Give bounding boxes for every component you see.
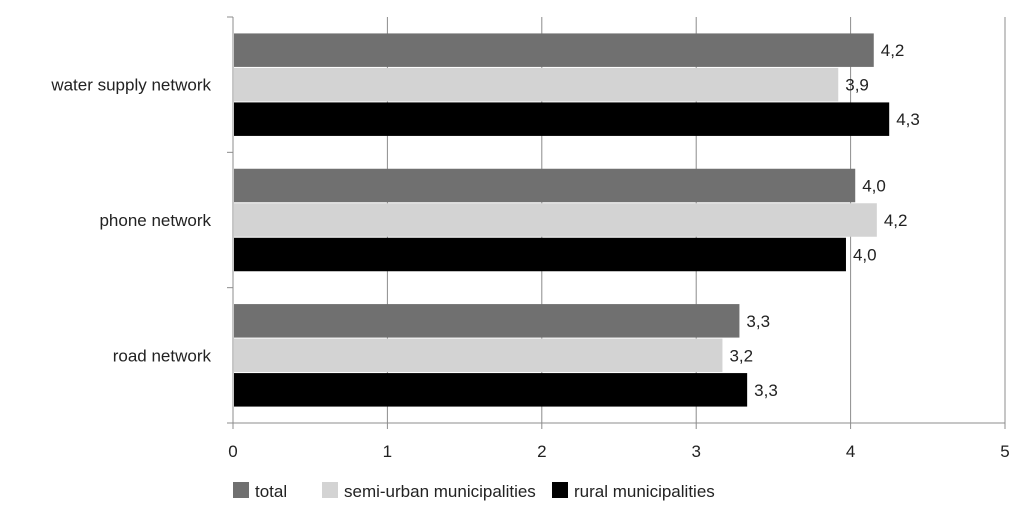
legend-swatch bbox=[322, 482, 338, 498]
bar bbox=[234, 67, 839, 102]
bar bbox=[234, 304, 740, 338]
bar bbox=[234, 338, 723, 373]
legend-label: semi-urban municipalities bbox=[344, 482, 536, 501]
data-label: 3,3 bbox=[746, 312, 770, 331]
legend-label: total bbox=[255, 482, 287, 501]
bar bbox=[234, 33, 874, 67]
legend-swatch bbox=[233, 482, 249, 498]
data-label: 4,0 bbox=[853, 246, 877, 265]
x-tick-label: 4 bbox=[846, 442, 855, 461]
data-label: 4,0 bbox=[862, 177, 886, 196]
bar bbox=[234, 102, 890, 136]
legend-swatch bbox=[552, 482, 568, 498]
bar bbox=[234, 373, 748, 407]
data-label: 3,2 bbox=[729, 346, 753, 365]
bar bbox=[234, 203, 877, 237]
data-label: 4,2 bbox=[884, 211, 908, 230]
category-label: water supply network bbox=[50, 76, 211, 95]
category-label: road network bbox=[113, 346, 212, 365]
tick-labels: 0 1 2 3 4 5 bbox=[228, 442, 1009, 461]
x-tick-label: 5 bbox=[1000, 442, 1009, 461]
data-label: 3,9 bbox=[845, 76, 869, 95]
bar bbox=[234, 168, 856, 203]
data-label: 4,3 bbox=[896, 110, 920, 129]
axes bbox=[227, 16, 1006, 429]
x-tick-label: 3 bbox=[691, 442, 700, 461]
data-labels: 4,23,94,34,04,24,03,33,23,3 bbox=[729, 41, 919, 400]
legend-label: rural municipalities bbox=[574, 482, 715, 501]
bars bbox=[234, 33, 890, 407]
legend: total semi-urban municipalities rural muni… bbox=[233, 482, 715, 501]
x-tick-label: 1 bbox=[383, 442, 392, 461]
bar bbox=[234, 237, 846, 272]
x-tick-label: 0 bbox=[228, 442, 237, 461]
data-label: 3,3 bbox=[754, 381, 778, 400]
category-label: phone network bbox=[99, 211, 211, 230]
data-label: 4,2 bbox=[881, 41, 905, 60]
category-labels: water supply network phone network road ne… bbox=[50, 76, 211, 366]
x-tick-label: 2 bbox=[537, 442, 546, 461]
